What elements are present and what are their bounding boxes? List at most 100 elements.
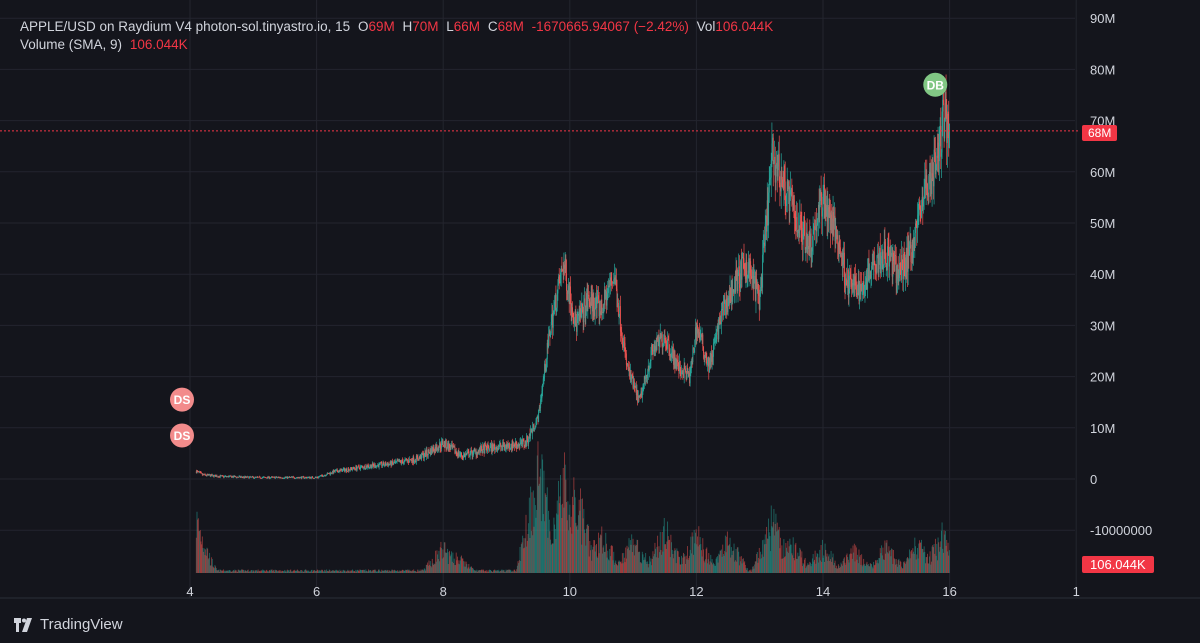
candle-body	[761, 277, 763, 288]
candle-body	[674, 350, 676, 369]
candle-body	[517, 444, 519, 447]
candle-body	[922, 197, 924, 207]
candle-body	[199, 471, 201, 473]
candle-body	[758, 290, 760, 296]
candle-body	[645, 375, 647, 376]
volume-bar	[391, 569, 393, 573]
volume-bar	[360, 569, 361, 573]
volume-bar	[691, 553, 692, 573]
trade-markers[interactable]: DS DS DB	[170, 72, 948, 448]
candle-body	[292, 476, 294, 478]
volume-bar	[774, 535, 776, 573]
candle-body	[532, 428, 534, 433]
marker-db[interactable]: DB	[923, 72, 948, 97]
volume-bar	[501, 570, 503, 573]
candle-body	[474, 449, 476, 451]
volume-bar	[537, 441, 539, 573]
candle-body	[352, 468, 353, 470]
volume-bar	[759, 559, 761, 573]
candle-body	[641, 391, 643, 398]
candle-body	[835, 226, 837, 240]
x-tick-label: 6	[313, 584, 320, 599]
candle-body	[377, 464, 379, 468]
marker-ds[interactable]: DS	[170, 423, 194, 448]
candle-body	[861, 283, 863, 291]
volume-bar	[510, 570, 512, 573]
candle-body	[717, 325, 719, 340]
candle-body	[903, 253, 905, 264]
candle-body	[655, 346, 657, 350]
candle-body	[533, 424, 535, 429]
volume-bar	[815, 563, 817, 573]
candle-body	[225, 475, 227, 477]
candle-body	[851, 283, 853, 288]
candle-body	[306, 477, 308, 479]
volume-bar	[536, 509, 538, 573]
low-label: L	[446, 19, 454, 34]
volume-bar	[407, 569, 409, 573]
candle-body	[395, 461, 397, 463]
candle-body	[391, 461, 393, 464]
volume-bar	[653, 553, 655, 573]
candle-body	[722, 308, 724, 316]
volume-bar	[475, 571, 477, 573]
volume-bar	[670, 534, 672, 573]
candle-body	[481, 446, 482, 451]
volume-bar	[716, 557, 718, 573]
candle-body	[614, 277, 616, 284]
symbol-legend[interactable]: APPLE/USD on Raydium V4 photon-sol.tinya…	[20, 19, 773, 34]
symbol-title[interactable]: APPLE/USD on Raydium V4 photon-sol.tinya…	[20, 19, 351, 34]
volume-bar	[498, 571, 500, 573]
candle-body	[350, 467, 352, 469]
volume-bar	[817, 553, 819, 573]
candle-body	[859, 284, 861, 302]
candle-body	[691, 360, 692, 369]
volume-bar	[538, 483, 540, 573]
candle-body	[494, 446, 496, 450]
volume-bar	[427, 565, 429, 573]
volume-legend[interactable]: Volume (SMA, 9) 106.044K	[20, 37, 188, 52]
volume-bar	[712, 564, 714, 573]
candle-body	[501, 446, 503, 447]
candle-body	[918, 202, 920, 215]
candle-body	[661, 334, 663, 338]
volume-bar	[276, 570, 278, 573]
candle-body	[244, 476, 246, 478]
candle-body	[288, 476, 290, 478]
volume-bar	[797, 552, 799, 573]
candle-body	[461, 452, 462, 457]
volume-bar	[697, 546, 699, 573]
candle-body	[648, 365, 650, 371]
volume-bar	[344, 570, 346, 573]
tradingview-brand[interactable]: TradingView	[12, 616, 123, 633]
volume-bar	[251, 570, 252, 573]
candle-body	[581, 304, 583, 311]
marker-ds[interactable]: DS	[170, 387, 194, 412]
volume-bar	[417, 571, 419, 573]
volume-bar	[453, 558, 455, 573]
volume-bar	[267, 571, 269, 573]
volume-bar	[387, 571, 389, 573]
volume-bar	[815, 556, 817, 573]
candle-body	[916, 225, 918, 229]
volume-bar	[928, 556, 930, 573]
volume-bar	[423, 570, 425, 573]
candle-body	[585, 307, 587, 318]
volume-bar	[715, 558, 717, 573]
volume-bar	[312, 571, 314, 573]
candle-body	[505, 444, 507, 448]
volume-bar	[575, 522, 577, 573]
candle-body	[857, 294, 859, 296]
volume-bar	[669, 557, 671, 573]
candle-body	[881, 251, 883, 257]
candle-body	[251, 476, 252, 478]
volume-bar	[647, 561, 649, 573]
x-tick-label: 1	[1073, 584, 1080, 599]
volume-bar	[900, 561, 902, 573]
candle-body	[827, 207, 829, 222]
x-axis[interactable]: 4 6 8 10 12 14 16 1	[186, 584, 1079, 599]
volume-indicator-title[interactable]: Volume (SMA, 9)	[20, 37, 123, 52]
volume-bar	[655, 557, 657, 573]
